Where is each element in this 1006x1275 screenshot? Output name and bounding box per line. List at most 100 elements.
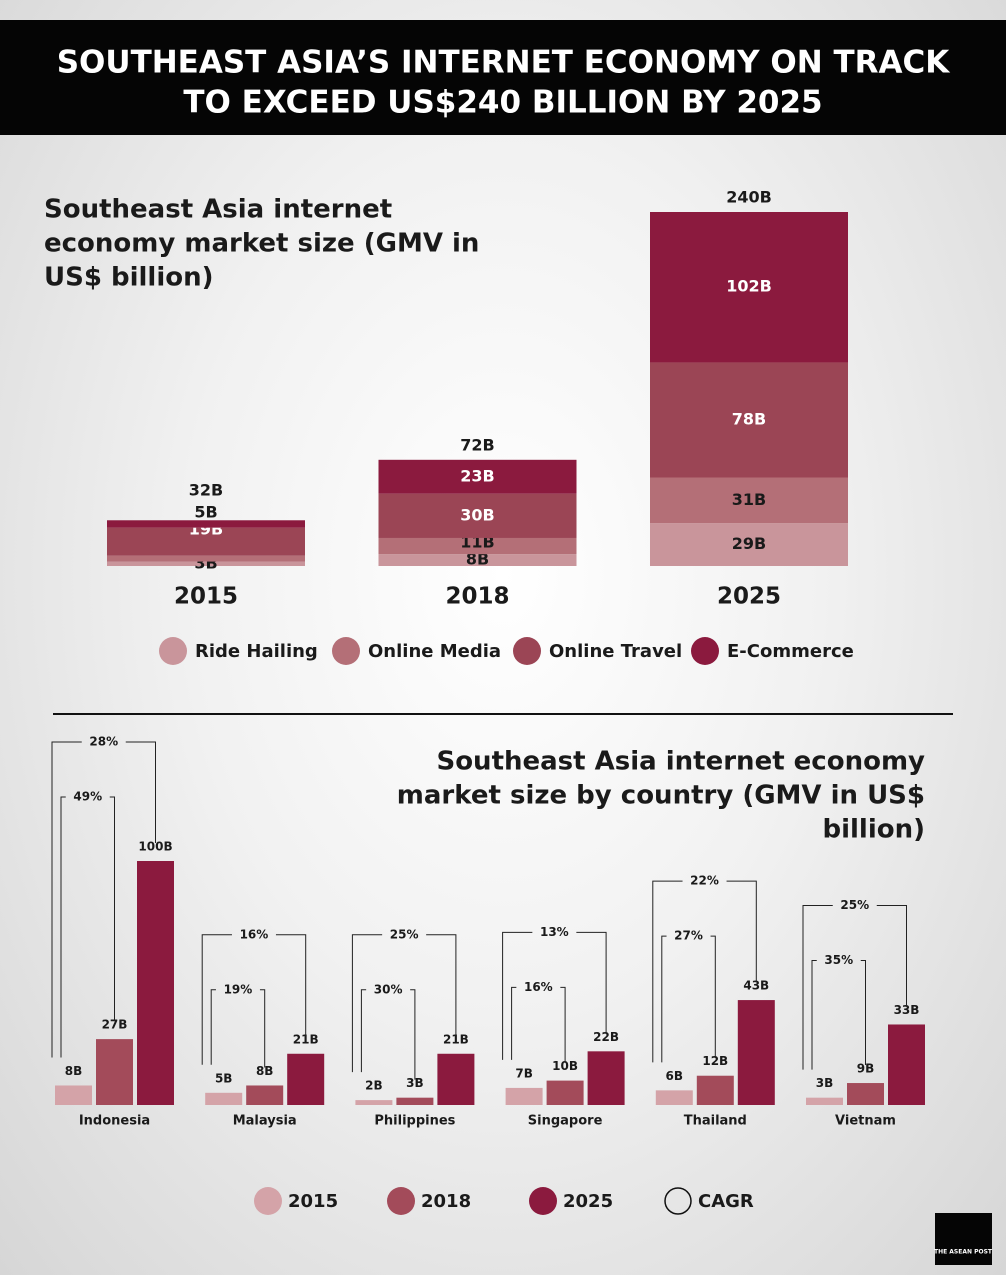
bar-segment — [650, 362, 848, 478]
bar — [587, 1051, 625, 1105]
bar-segment — [650, 523, 848, 566]
cagr-bracket — [210, 989, 266, 1068]
value-label: 29B — [732, 534, 766, 553]
legend-swatch — [254, 1187, 282, 1215]
cagr-bracket — [51, 741, 156, 1058]
value-label: 9B — [857, 1062, 875, 1076]
cagr-bracket — [802, 904, 907, 1070]
x-tick-label: Thailand — [684, 1114, 747, 1129]
cagr-label: 30% — [374, 982, 403, 996]
cagr-bracket — [502, 931, 607, 1060]
bar — [355, 1100, 393, 1105]
cagr-bracket — [811, 959, 866, 1070]
chart-title: US$ billion) — [44, 263, 214, 293]
chart-title: market size by country (GMV in US$ — [397, 781, 925, 811]
chart-title: Southeast Asia internet economy — [436, 747, 925, 777]
value-label: 31B — [732, 490, 766, 509]
bar — [696, 1075, 734, 1105]
x-tick-label: Philippines — [374, 1114, 455, 1129]
legend-label: 2025 — [563, 1191, 613, 1212]
bar-segment — [378, 537, 577, 555]
header-title: SOUTHEAST ASIA’S INTERNET ECONOMY ON TRA… — [57, 45, 951, 81]
total-label: 240B — [726, 188, 772, 207]
chart-title: Southeast Asia internet — [44, 195, 392, 225]
cagr-label: 19% — [224, 982, 253, 996]
bar — [437, 1053, 475, 1105]
bar-segment — [650, 212, 848, 363]
header-title: TO EXCEED US$240 BILLION BY 2025 — [183, 85, 822, 121]
bar-segment — [107, 555, 305, 562]
value-label: 21B — [443, 1032, 469, 1046]
legend-label: CAGR — [698, 1191, 754, 1212]
header-band — [0, 20, 1006, 135]
legend-swatch — [691, 637, 719, 665]
value-label: 5B — [215, 1071, 233, 1085]
x-tick-label: Singapore — [528, 1114, 603, 1129]
cagr-label: 25% — [840, 898, 869, 912]
cagr-bracket — [661, 935, 716, 1063]
x-tick-label: Indonesia — [79, 1114, 150, 1129]
bar — [96, 1039, 133, 1105]
value-label: 22B — [593, 1030, 619, 1044]
cagr-label: 28% — [89, 735, 118, 749]
bar-segment — [107, 561, 305, 566]
value-label: 30B — [460, 505, 494, 524]
bar — [287, 1053, 325, 1105]
value-label: 6B — [666, 1069, 684, 1083]
bar — [546, 1080, 584, 1105]
legend-swatch — [159, 637, 187, 665]
total-label: 32B — [189, 480, 223, 499]
x-tick-label: Malaysia — [233, 1114, 297, 1129]
cagr-label: 16% — [524, 980, 553, 994]
bar-segment — [107, 520, 305, 528]
value-label: 8B — [256, 1064, 274, 1078]
value-label: 12B — [702, 1054, 728, 1068]
cagr-label: 25% — [390, 927, 419, 941]
legend-swatch — [513, 637, 541, 665]
chart-title: economy market size (GMV in — [44, 229, 479, 259]
cagr-bracket — [652, 880, 757, 1063]
legend-swatch — [332, 637, 360, 665]
bar — [847, 1083, 884, 1105]
value-label: 27B — [102, 1018, 128, 1032]
value-label: 5B — [194, 502, 217, 521]
cagr-label: 22% — [690, 874, 719, 888]
value-label: 33B — [894, 1003, 920, 1017]
cagr-bracket — [60, 796, 115, 1058]
value-label: 21B — [293, 1032, 319, 1046]
bar — [137, 861, 174, 1105]
value-label: 7B — [515, 1066, 533, 1080]
bar-segment — [107, 527, 305, 556]
bar — [655, 1090, 693, 1105]
total-label: 72B — [460, 435, 494, 454]
cagr-bracket — [201, 934, 307, 1065]
value-label: 10B — [552, 1059, 578, 1073]
x-tick-label: 2015 — [174, 584, 238, 610]
bar — [396, 1097, 434, 1105]
legend-label: Online Travel — [549, 641, 682, 662]
cagr-bracket — [511, 986, 566, 1063]
legend-swatch — [529, 1187, 557, 1215]
value-label: 8B — [65, 1064, 83, 1078]
cagr-label: 16% — [240, 927, 269, 941]
cagr-label: 35% — [824, 953, 853, 967]
bar-segment — [378, 493, 577, 538]
logo-box — [935, 1213, 992, 1265]
bar-segment — [650, 477, 848, 524]
value-label: 100B — [138, 840, 172, 854]
bar — [55, 1085, 92, 1105]
value-label: 102B — [726, 277, 772, 296]
value-label: 23B — [460, 466, 494, 485]
legend-label: E-Commerce — [727, 641, 854, 662]
bar — [246, 1085, 284, 1105]
value-label: 2B — [365, 1079, 383, 1093]
cagr-bracket — [351, 934, 457, 1073]
legend-label: 2015 — [288, 1191, 338, 1212]
value-label: 3B — [816, 1076, 834, 1090]
legend-swatch — [387, 1187, 415, 1215]
x-tick-label: 2018 — [445, 584, 509, 610]
bar — [505, 1087, 543, 1105]
legend-label: 2018 — [421, 1191, 471, 1212]
legend-label: Ride Hailing — [195, 641, 318, 662]
